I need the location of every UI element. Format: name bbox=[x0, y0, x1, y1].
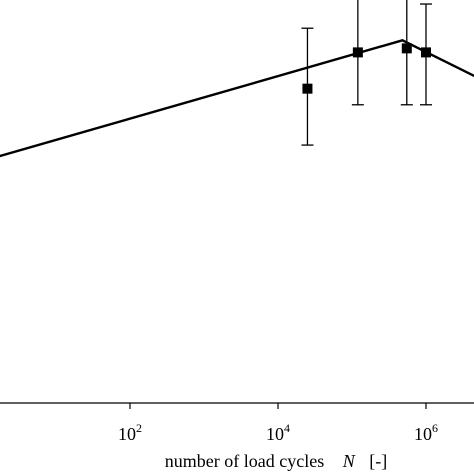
x-axis: 102 104 106 bbox=[0, 402, 474, 444]
plot-area bbox=[0, 0, 474, 158]
x-axis-label-unit: [-] bbox=[369, 451, 387, 471]
square-marker bbox=[302, 83, 313, 94]
x-axis-label-symbol: N bbox=[342, 451, 356, 471]
x-tick-label-base: 10 bbox=[118, 424, 136, 444]
data-point-3 bbox=[400, 0, 413, 106]
x-tick-label-exponent: 4 bbox=[284, 421, 290, 435]
x-axis-label-text: number of load cycles bbox=[165, 451, 324, 471]
x-tick-label: 102 bbox=[118, 421, 142, 444]
x-tick-label-exponent: 2 bbox=[136, 421, 142, 435]
data-point-1 bbox=[301, 27, 314, 146]
x-tick-label: 104 bbox=[266, 421, 290, 444]
square-marker bbox=[401, 43, 412, 54]
x-axis-label: number of load cycles N [-] bbox=[165, 451, 387, 471]
x-tick-label-base: 10 bbox=[266, 424, 284, 444]
x-tick-label: 106 bbox=[414, 421, 438, 444]
x-tick-label-base: 10 bbox=[414, 424, 432, 444]
x-tick-label-exponent: 6 bbox=[432, 421, 438, 435]
trend-line bbox=[0, 39, 474, 158]
